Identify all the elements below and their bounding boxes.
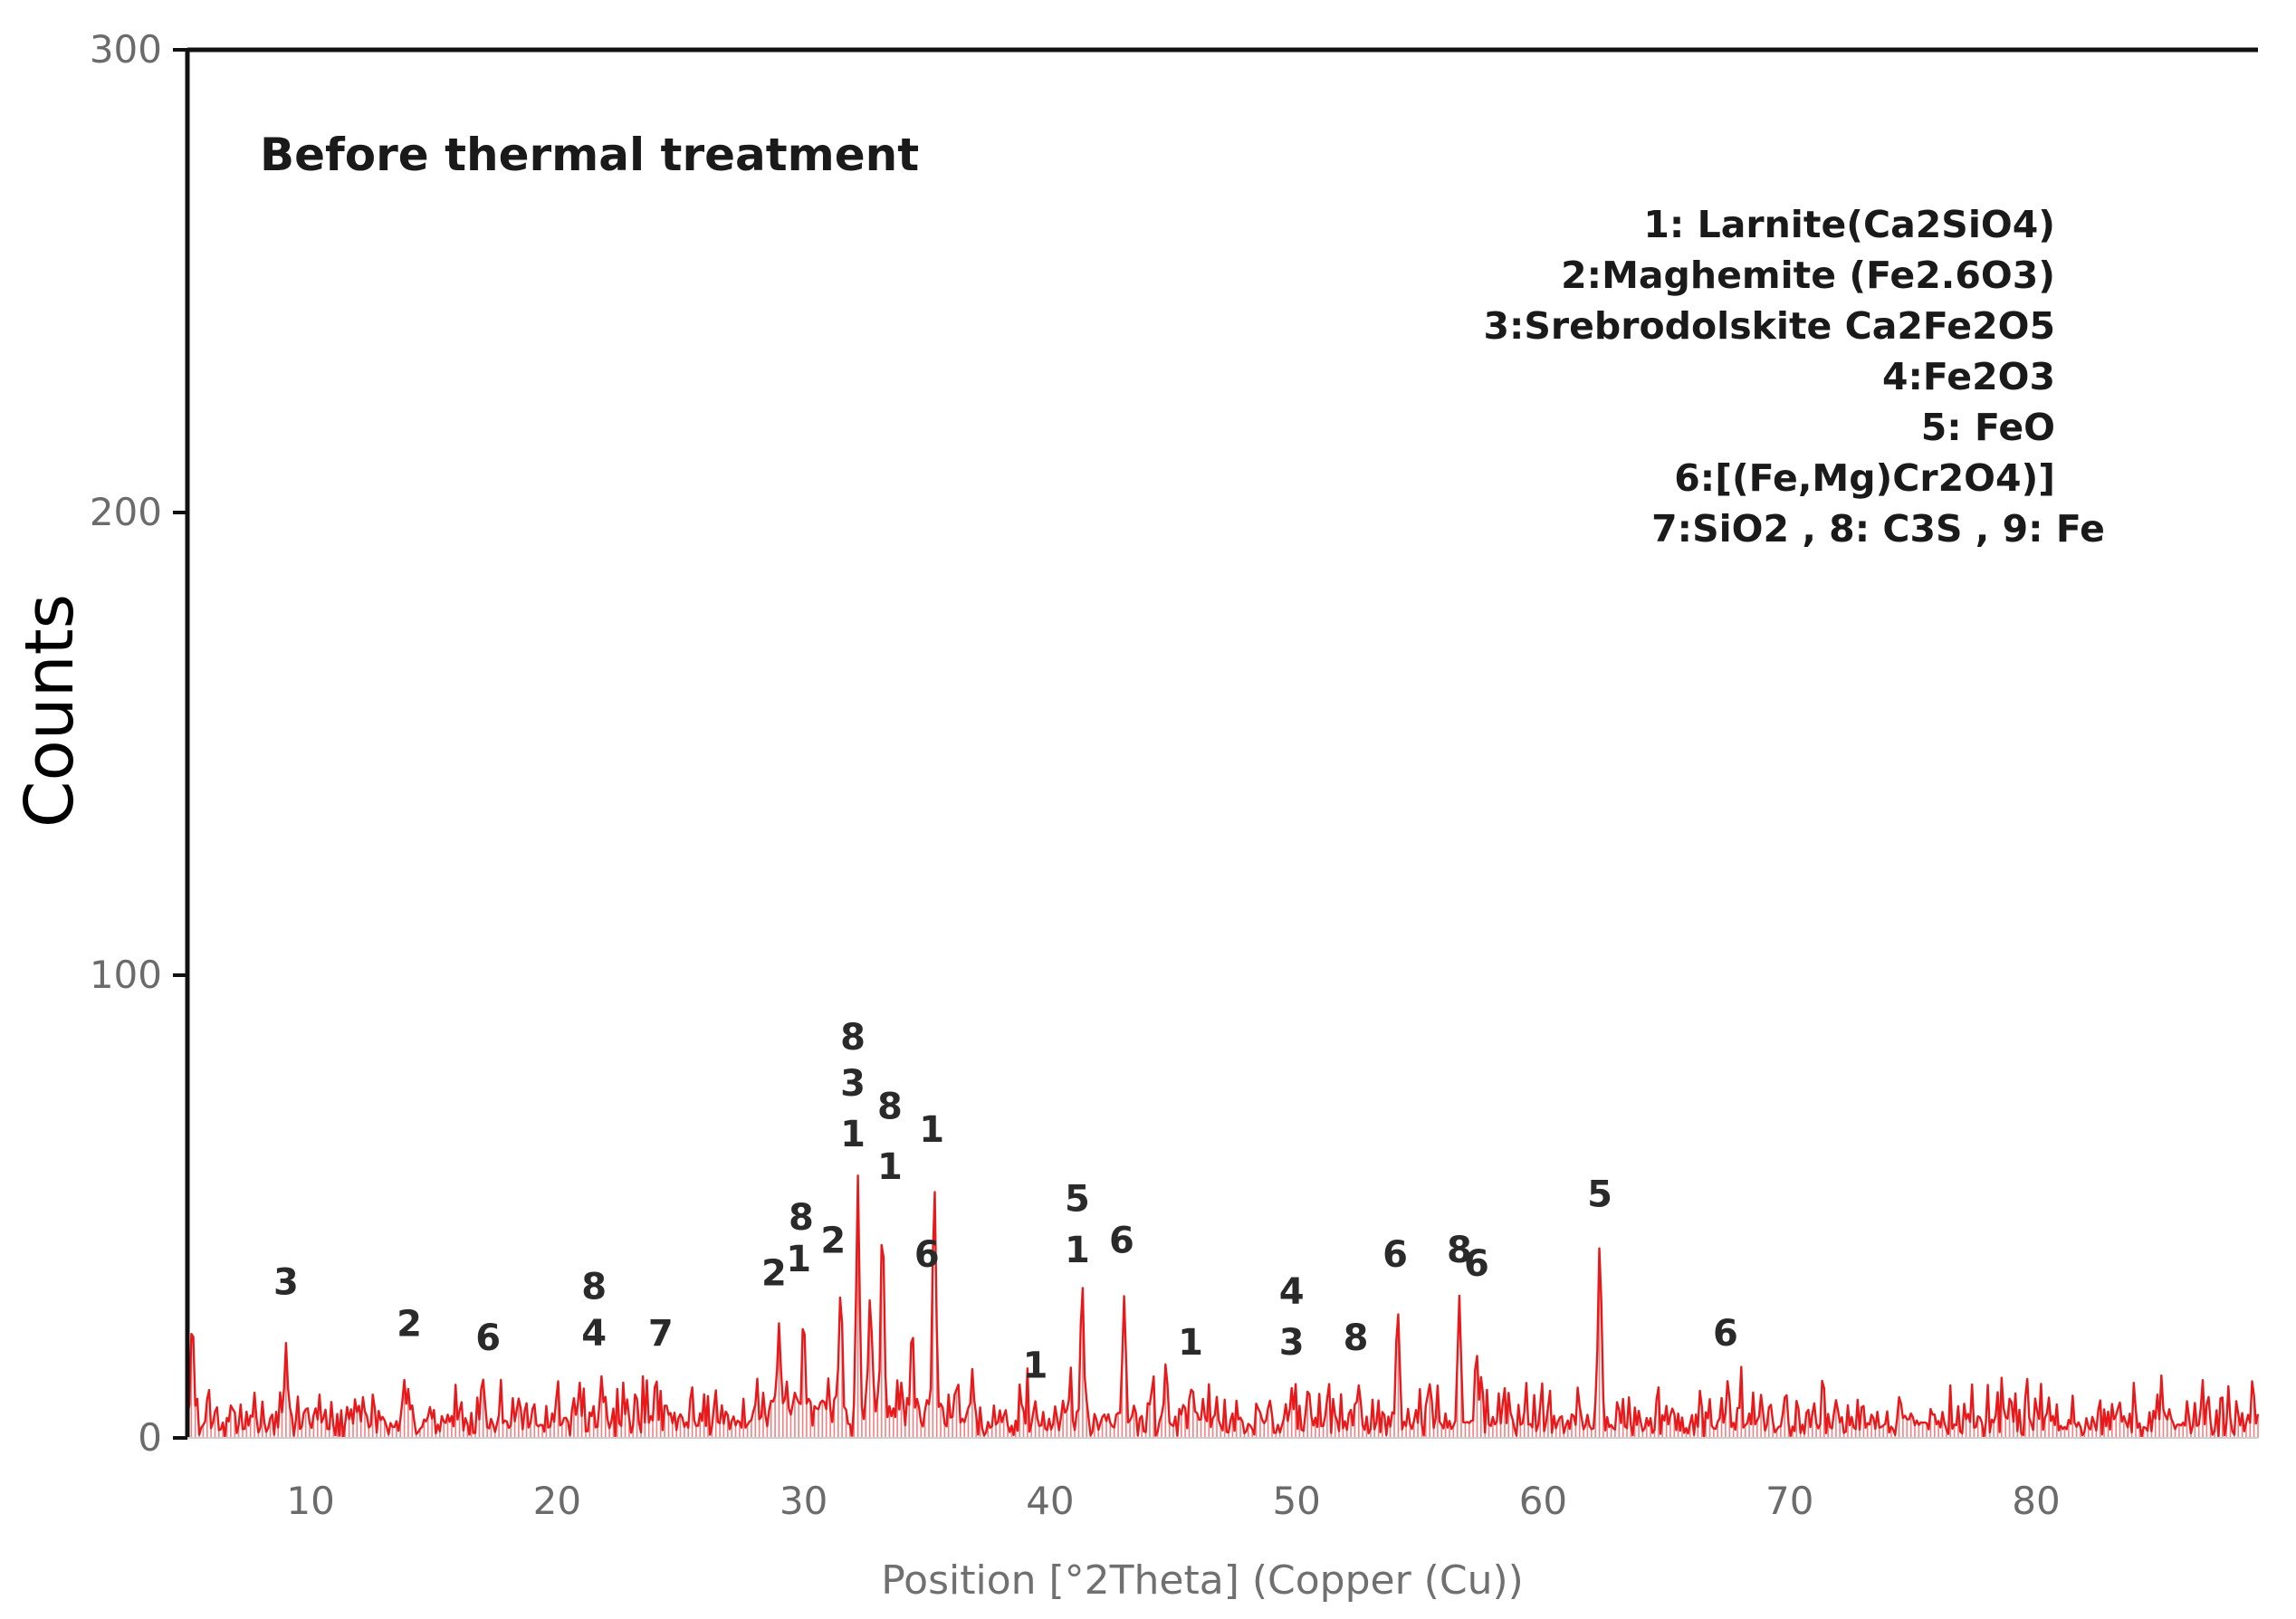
peak-label: 1 [786,1239,811,1280]
peak-label: 2 [397,1304,422,1346]
legend-entry: 6:[(Fe,Mg)Cr2O4)] [1674,456,2055,500]
legend-entry: 5: FeO [1921,406,2055,449]
peak-label: 6 [475,1317,501,1359]
peak-label: 1 [919,1109,944,1151]
x-tick-label: 60 [1519,1479,1567,1523]
legend-entry: 2:Maghemite (Fe2.6O3) [1561,254,2055,297]
plot-series [186,1174,2260,1439]
peak-label: 6 [1464,1243,1489,1285]
peak-label: 5 [1065,1179,1090,1221]
peak-label: 1 [1178,1322,1203,1364]
x-tick-label: 40 [1026,1479,1074,1523]
x-tick-label: 50 [1272,1479,1320,1523]
peak-label: 8 [1344,1317,1369,1359]
y-axis-label: Counts [11,594,89,828]
x-tick-label: 70 [1765,1479,1813,1523]
peak-label: 8 [789,1197,814,1239]
peak-label: 3 [273,1262,299,1304]
peak-label: 1 [1065,1230,1090,1271]
legend-entry: 1: Larnite(Ca2SiO4) [1643,203,2055,246]
peak-label: 8 [581,1267,607,1308]
legend-entry: 7:SiO2 , 8: C3S , 9: Fe [1651,507,2105,551]
x-tick-label: 20 [533,1479,581,1523]
peak-label: 6 [1109,1221,1134,1262]
peak-label: 6 [914,1234,940,1276]
x-tick-label: 10 [286,1479,334,1523]
peak-label: 1 [1023,1346,1048,1387]
peak-label: 2 [761,1252,787,1294]
peak-label: 3 [1279,1322,1305,1364]
y-tick-label: 100 [90,953,162,997]
peak-label: 1 [840,1114,866,1155]
legend-entry: 3:Srebrodolskite Ca2Fe2O5 [1483,304,2055,348]
diffraction-trace [186,1174,2260,1439]
y-tick-label: 0 [138,1415,162,1460]
x-tick-label: 80 [2012,1479,2060,1523]
x-axis-label: Position [°2Theta] (Copper (Cu)) [881,1557,1524,1604]
peak-label: 6 [1382,1234,1408,1276]
peak-label: 4 [581,1313,607,1355]
peak-label: 8 [840,1017,866,1059]
y-tick-label: 200 [90,490,162,534]
peak-label: 4 [1279,1271,1305,1313]
peak-label: 6 [1713,1313,1738,1355]
legend-entry: 4:Fe2O3 [1882,355,2055,398]
peak-label: 8 [1447,1230,1472,1271]
peak-label: 3 [840,1063,866,1105]
x-tick-label: 30 [780,1479,828,1523]
axes [185,47,2258,1439]
peak-label: 5 [1587,1174,1612,1216]
tick-labels: 0 100 200 300 10 20 30 40 50 60 70 80 [90,27,2061,1523]
peak-label: 7 [648,1313,674,1355]
y-tick-label: 300 [90,27,162,72]
peak-label: 8 [877,1086,903,1127]
peak-label: 2 [820,1221,846,1262]
peak-label: 1 [877,1146,903,1188]
legend: 1: Larnite(Ca2SiO4) 2:Maghemite (Fe2.6O3)… [1483,203,2105,551]
chart-title: Before thermal treatment [260,129,919,181]
